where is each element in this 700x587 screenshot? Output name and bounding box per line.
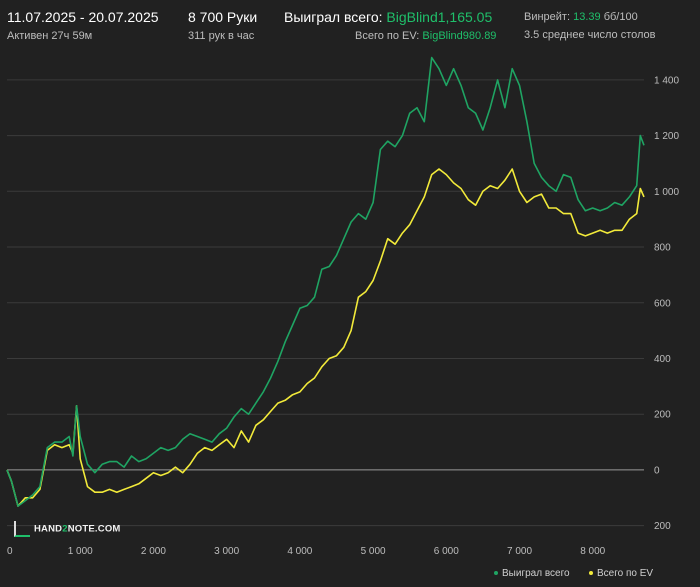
date-range: 11.07.2025 - 20.07.2025	[7, 9, 159, 25]
x-tick-label: 3 000	[214, 546, 239, 557]
hands-count: 8 700 Руки	[188, 9, 258, 25]
series-line-won	[6, 56, 645, 507]
x-tick-label: 0	[7, 546, 13, 557]
avg-tables: 3.5 среднее число столов	[524, 29, 656, 41]
winrate-suffix: бб/100	[603, 11, 638, 23]
x-tick-label: 6 000	[434, 546, 459, 557]
profit-chart: 200 0 200 400 600 800 1 000 1 200 1 400 0 1 000 2 …	[6, 56, 679, 557]
hands-per-hour: 311 рук в час	[188, 30, 255, 42]
active-time: Активен 27ч 59м	[7, 30, 93, 42]
y-axis: 200 0 200 400 600 800 1 000 1 200 1 400	[654, 75, 679, 532]
legend-ev-marker	[589, 571, 593, 576]
y-tick-label: 0	[654, 465, 660, 476]
legend-item-won[interactable]: Выиграл всего	[494, 568, 570, 579]
legend-ev-label: Всего по EV	[597, 568, 654, 579]
x-tick-label: 4 000	[287, 546, 312, 557]
legend-won-label: Выиграл всего	[502, 568, 570, 579]
logo-mark-icon	[14, 521, 30, 537]
legend-item-ev[interactable]: Всего по EV	[589, 568, 653, 579]
won-total-label: Выиграл всего:	[284, 9, 383, 25]
x-tick-label: 2 000	[141, 546, 166, 557]
ev-total-label: Всего по EV:	[355, 30, 420, 42]
y-tick-label: 600	[654, 298, 671, 309]
y-tick-label: 800	[654, 243, 671, 254]
x-axis: 0 1 000 2 000 3 000 4 000 5 000 6 000 7 000 8 00…	[7, 546, 606, 557]
y-tick-label: 200	[654, 521, 671, 532]
ev-total: Всего по EV: BigBlind980.89	[355, 30, 496, 42]
winrate-value: 13.39	[573, 11, 601, 23]
y-tick-label: 1 200	[654, 131, 679, 142]
x-tick-label: 7 000	[507, 546, 532, 557]
series-lines	[6, 56, 645, 507]
winrate: Винрейт: 13.39 бб/100	[524, 11, 638, 23]
won-total-value: BigBlind1,165.05	[386, 9, 493, 25]
winrate-label: Винрейт:	[524, 11, 571, 23]
y-tick-label: 400	[654, 354, 671, 365]
x-tick-label: 1 000	[68, 546, 93, 557]
legend-won-marker	[494, 571, 498, 576]
series-line-ev	[6, 168, 645, 507]
ev-total-value: BigBlind980.89	[422, 30, 497, 42]
hand2note-logo: HAND2NOTE.COM	[14, 521, 121, 537]
x-tick-label: 5 000	[361, 546, 386, 557]
x-tick-label: 8 000	[580, 546, 605, 557]
stats-header: 11.07.2025 - 20.07.2025 Активен 27ч 59м …	[0, 0, 700, 48]
y-tick-label: 1 400	[654, 75, 679, 86]
grid-lines	[7, 79, 644, 527]
y-tick-label: 200	[654, 410, 671, 421]
won-total: Выиграл всего: BigBlind1,165.05	[284, 9, 492, 25]
y-tick-label: 1 000	[654, 187, 679, 198]
